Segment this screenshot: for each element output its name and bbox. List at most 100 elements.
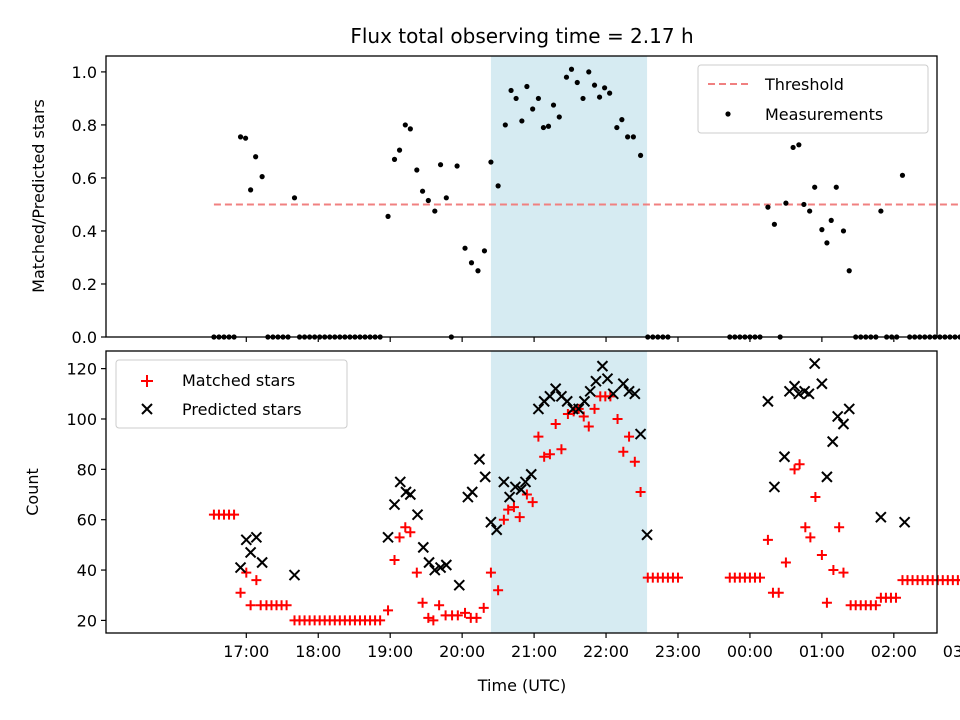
xtick-label: 02:00 xyxy=(871,642,917,661)
matched-star-point xyxy=(428,615,439,626)
predicted-star-point xyxy=(429,564,441,576)
measurement-point xyxy=(519,118,525,124)
measurement-point xyxy=(530,106,536,112)
matched-star-point xyxy=(533,431,544,442)
chart-title: Flux total observing time = 2.17 h xyxy=(350,24,693,48)
predicted-star-point xyxy=(440,559,453,571)
measurement-point xyxy=(878,208,884,214)
predicted-star-point xyxy=(875,511,887,523)
measurement-point xyxy=(824,240,830,246)
measurement-point xyxy=(591,82,598,88)
matched-star-point xyxy=(624,431,635,442)
measurement-point xyxy=(432,208,438,214)
bottom-ytick-label: 100 xyxy=(66,410,97,429)
predicted-star-point xyxy=(240,534,253,546)
matched-star-point xyxy=(405,527,416,538)
measurement-point xyxy=(462,245,468,251)
xtick-label: 23:00 xyxy=(655,642,701,661)
matched-star-point xyxy=(389,554,400,565)
matched-star-point xyxy=(241,567,252,578)
predicted-star-point xyxy=(843,403,855,415)
legend-predicted-label: Predicted stars xyxy=(182,400,302,419)
measurement-point xyxy=(790,144,796,151)
top-ytick-label: 0.8 xyxy=(72,116,97,135)
xtick-label: 19:00 xyxy=(367,642,413,661)
measurement-point xyxy=(385,213,391,219)
predicted-star-point xyxy=(479,471,491,483)
measurement-point xyxy=(475,268,481,274)
matched-star-point xyxy=(780,557,791,568)
matched-star-point xyxy=(635,487,646,497)
top-axes-frame xyxy=(105,55,938,338)
matched-star-point xyxy=(527,497,538,508)
measurement-point xyxy=(942,334,948,340)
measurement-point xyxy=(563,74,570,80)
measurement-point xyxy=(619,117,625,123)
predicted-star-point xyxy=(778,451,791,463)
matched-star-point xyxy=(612,413,623,424)
measurement-point xyxy=(607,90,613,96)
measurement-point xyxy=(957,334,960,340)
matched-star-point xyxy=(762,534,773,545)
matched-star-point xyxy=(400,522,411,533)
measurement-point xyxy=(535,95,542,102)
predicted-star-point xyxy=(423,556,435,569)
matched-star-point xyxy=(789,464,800,475)
legend-measurements-swatch xyxy=(725,111,731,117)
xtick-label: 17:00 xyxy=(223,642,269,661)
predicted-star-point xyxy=(434,561,447,574)
bottom-xticks: 17:00 18:00 19:00 20:00 21:00 22:00 23:00 00:00… xyxy=(223,633,960,661)
predicted-star-point xyxy=(816,378,828,390)
measurement-point xyxy=(765,204,771,210)
xtick-label: 22:00 xyxy=(583,642,629,661)
matched-star-point xyxy=(245,600,256,611)
matched-star-point xyxy=(755,572,766,583)
measurement-point xyxy=(242,135,249,141)
matched-star-point xyxy=(838,567,849,578)
measurement-point xyxy=(602,85,608,91)
matched-star-point xyxy=(816,549,827,560)
top-ytick-label: 0.4 xyxy=(72,222,97,241)
measurement-point xyxy=(454,163,460,169)
top-yticks: 0.0 0.2 0.4 0.6 0.8 1.0 xyxy=(72,63,106,347)
measurement-point xyxy=(625,134,631,140)
measurement-point xyxy=(937,334,943,340)
measurement-point xyxy=(396,147,403,153)
xtick-label: 01:00 xyxy=(799,642,845,661)
measurement-point xyxy=(812,184,818,190)
measurement-point xyxy=(807,208,813,214)
measurement-point xyxy=(801,201,807,208)
predicted-star-point xyxy=(515,483,527,496)
predicted-star-point xyxy=(601,372,614,385)
predicted-star-point xyxy=(404,488,417,501)
matched-star-point xyxy=(834,522,845,533)
x-axis-label: Time (UTC) xyxy=(477,676,566,695)
top-legend-box xyxy=(697,64,929,134)
predicted-star-point xyxy=(793,388,805,400)
matched-star-point xyxy=(521,489,532,500)
measurement-point xyxy=(596,94,603,100)
matched-star-point xyxy=(794,459,805,470)
observing-interval-top xyxy=(490,56,648,337)
predicted-star-point xyxy=(234,561,247,574)
measurement-point xyxy=(540,124,547,131)
predicted-star-point xyxy=(256,556,268,569)
matched-star-point xyxy=(503,504,514,515)
measurement-point xyxy=(846,268,852,274)
matched-star-point xyxy=(539,451,550,462)
top-ylabel: Matched/Predicted stars xyxy=(29,99,48,293)
measurement-point xyxy=(414,167,420,173)
predicted-star-point xyxy=(549,383,562,395)
predicted-star-point xyxy=(466,486,478,498)
measurement-point xyxy=(481,248,488,254)
measurement-point xyxy=(796,142,802,148)
matched-star-point xyxy=(383,605,394,616)
measurement-point xyxy=(248,187,254,193)
measurement-point xyxy=(502,122,508,128)
measurement-point xyxy=(899,172,906,178)
measurement-point xyxy=(952,334,958,340)
measurement-point xyxy=(580,95,586,102)
predicted-star-point xyxy=(629,388,641,400)
predicted-star-point xyxy=(250,531,263,544)
predicted-layer xyxy=(234,357,911,591)
